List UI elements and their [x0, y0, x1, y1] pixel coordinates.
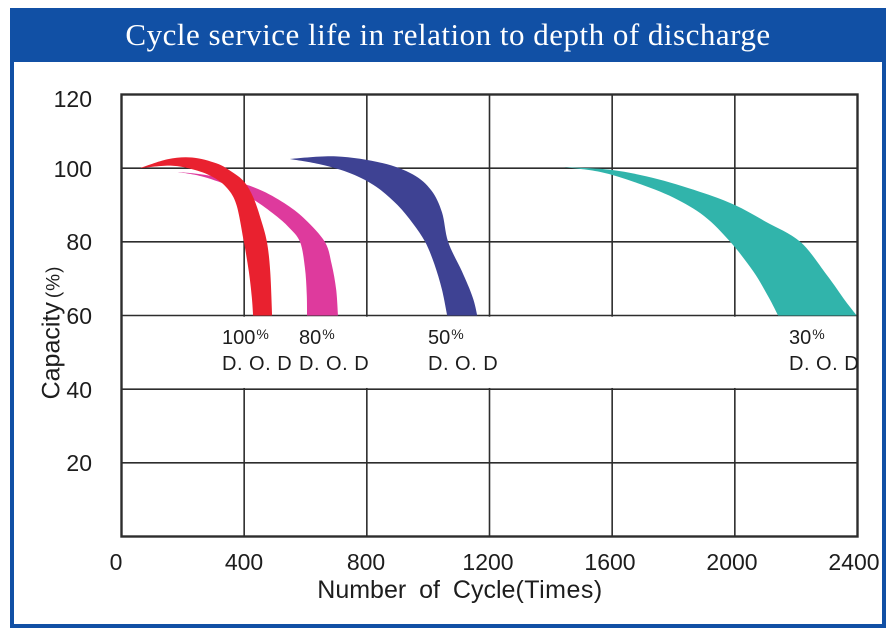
dod-label-100: 100% D. O. D [222, 326, 293, 375]
x-tick-0: 0 [109, 549, 123, 575]
y-tick-80: 80 [66, 229, 92, 255]
x-tick-1600: 1600 [584, 549, 636, 575]
dod-label-50: 50% D. O. D [428, 326, 499, 375]
band-80-dod [176, 171, 338, 316]
band-50-dod [289, 156, 478, 316]
dod-label-80-text: D. O. D [299, 353, 370, 375]
y-tick-20: 20 [66, 450, 92, 476]
dod-label-30: 30% D. O. D [789, 326, 860, 375]
x-tick-1200: 1200 [462, 549, 514, 575]
x-tick-2400: 2400 [828, 549, 880, 575]
band-30-dod [563, 167, 857, 316]
y-tick-120: 120 [53, 86, 92, 112]
y-axis-title-text: Capacity [37, 302, 66, 400]
dod-label-100-percent: 100% [222, 326, 269, 349]
x-axis-title-unit: (Times) [515, 576, 603, 604]
x-tick-400: 400 [224, 549, 264, 575]
y-axis-title: Capacity (%) [38, 233, 67, 433]
dod-label-80-percent: 80% [299, 326, 335, 349]
dod-label-strip [122, 316, 857, 388]
y-axis-title-unit: (%) [43, 265, 65, 299]
dod-label-30-text: D. O. D [789, 353, 860, 375]
x-tick-2000: 2000 [706, 549, 758, 575]
dod-label-50-percent: 50% [428, 326, 464, 349]
x-axis-title: Number of Cycle(Times) [260, 576, 660, 605]
page-title: Cycle service life in relation to depth … [125, 16, 771, 52]
plot-border [120, 93, 859, 538]
dod-label-50-text: D. O. D [428, 353, 499, 375]
x-tick-800: 800 [346, 549, 386, 575]
y-tick-40: 40 [66, 377, 92, 403]
title-banner: Cycle service life in relation to depth … [10, 8, 886, 61]
y-tick-100: 100 [53, 156, 92, 182]
y-tick-60: 60 [66, 303, 92, 329]
dod-label-30-percent: 30% [789, 326, 825, 349]
x-axis-title-text: Number of Cycle [317, 576, 516, 604]
dod-label-80: 80% D. O. D [299, 326, 370, 375]
band-100-dod [139, 157, 273, 316]
dod-label-100-text: D. O. D [222, 353, 293, 375]
